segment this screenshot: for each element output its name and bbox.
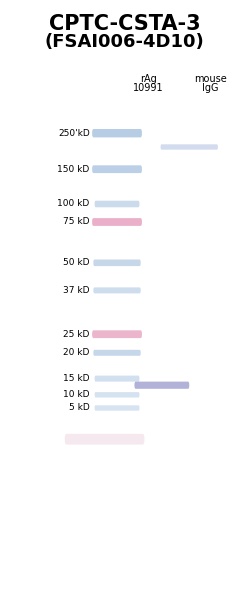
Text: 250'kD: 250'kD	[58, 128, 90, 137]
Text: 150 kD: 150 kD	[57, 165, 90, 174]
FancyBboxPatch shape	[92, 129, 142, 137]
Text: 10991: 10991	[133, 83, 163, 93]
Text: 50 kD: 50 kD	[63, 258, 90, 267]
Text: 5 kD: 5 kD	[69, 403, 90, 413]
FancyBboxPatch shape	[93, 350, 141, 356]
FancyBboxPatch shape	[92, 218, 142, 226]
Text: 10 kD: 10 kD	[63, 390, 90, 400]
Text: CPTC-CSTA-3: CPTC-CSTA-3	[49, 14, 200, 34]
FancyBboxPatch shape	[92, 165, 142, 173]
Text: 100 kD: 100 kD	[57, 199, 90, 208]
Text: 15 kD: 15 kD	[63, 374, 90, 383]
Text: rAg: rAg	[140, 74, 157, 84]
FancyBboxPatch shape	[93, 259, 141, 266]
Text: 20 kD: 20 kD	[63, 348, 90, 357]
Text: 25 kD: 25 kD	[63, 329, 90, 338]
FancyBboxPatch shape	[161, 144, 218, 149]
Text: 75 kD: 75 kD	[63, 217, 90, 226]
FancyBboxPatch shape	[95, 392, 139, 397]
FancyBboxPatch shape	[65, 434, 144, 445]
FancyBboxPatch shape	[95, 406, 139, 410]
FancyBboxPatch shape	[95, 200, 139, 207]
Text: mouse: mouse	[194, 74, 227, 84]
FancyBboxPatch shape	[93, 287, 141, 293]
Text: (FSAI006-4D10): (FSAI006-4D10)	[45, 33, 204, 51]
FancyBboxPatch shape	[95, 376, 139, 382]
FancyBboxPatch shape	[92, 330, 142, 338]
FancyBboxPatch shape	[134, 382, 189, 389]
Text: IgG: IgG	[202, 83, 219, 93]
Text: 37 kD: 37 kD	[63, 286, 90, 295]
